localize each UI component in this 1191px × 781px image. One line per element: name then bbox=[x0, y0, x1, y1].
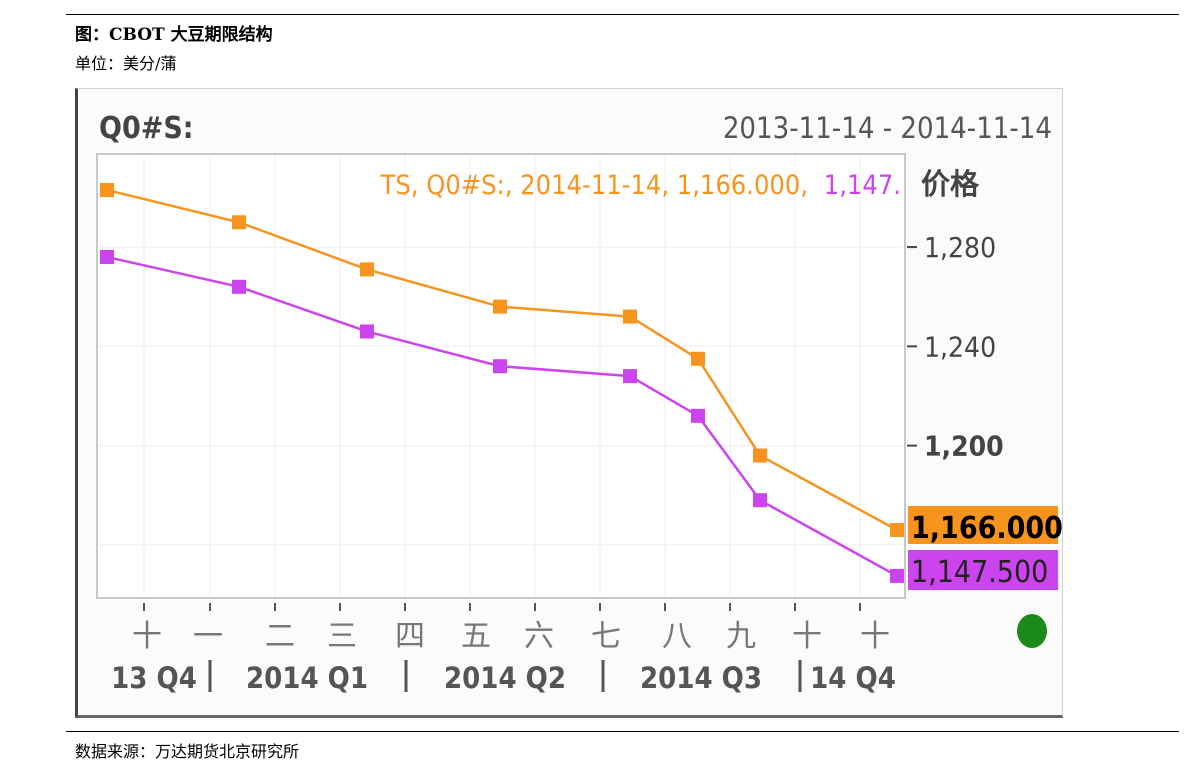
last-value-purple: 1,147.500 bbox=[908, 550, 1058, 590]
top-rule bbox=[66, 14, 1179, 15]
legend-text: TS, Q0#S:, 2014-11-14, 1,166.000, 1,147. bbox=[380, 170, 901, 201]
month-label: 二 bbox=[265, 619, 295, 654]
series-point-0 bbox=[100, 183, 114, 197]
series-point-1 bbox=[890, 568, 904, 583]
month-label: 十 bbox=[860, 619, 890, 654]
x-ticks bbox=[143, 603, 861, 611]
series-point-1 bbox=[100, 250, 114, 265]
y-tick-label: 1,280 bbox=[924, 231, 996, 264]
quarter-label: 2014 Q1 bbox=[246, 661, 368, 695]
series-point-1 bbox=[623, 369, 637, 384]
series-point-0 bbox=[753, 448, 767, 463]
legend-prefix: TS, Q0#S:, 2014-11-14, 1,166.000, bbox=[380, 170, 809, 201]
figure-title: 图：CBOT 大豆期限结构 bbox=[75, 25, 273, 45]
series-line-0 bbox=[106, 188, 898, 532]
month-label: 八 bbox=[662, 619, 692, 654]
date-range-label: 2013-11-14 - 2014-11-14 bbox=[723, 111, 1052, 145]
y-tick-label: 1,200 bbox=[924, 430, 1004, 463]
month-label: 六 bbox=[524, 619, 554, 654]
month-label: 一 bbox=[193, 619, 223, 654]
symbol-label: Q0#S: bbox=[99, 111, 194, 146]
quarter-label: 2014 Q2 bbox=[444, 661, 566, 695]
quarter-label: 2014 Q3 bbox=[640, 661, 762, 695]
figure-source: 数据来源：万达期货北京研究所 bbox=[75, 742, 300, 761]
series-point-1 bbox=[493, 359, 507, 374]
series-point-0 bbox=[360, 262, 374, 277]
series-point-0 bbox=[691, 351, 705, 366]
series-point-1 bbox=[691, 408, 705, 423]
quarter-label: 14 Q4 bbox=[810, 661, 896, 695]
month-label: 三 bbox=[327, 619, 357, 654]
figure-unit: 单位：美分/蒲 bbox=[75, 54, 177, 73]
grid-layer bbox=[99, 156, 903, 596]
month-label: 五 bbox=[461, 619, 491, 654]
plot-area bbox=[96, 153, 906, 599]
series-point-0 bbox=[232, 215, 246, 230]
series-point-0 bbox=[493, 299, 507, 314]
month-label: 九 bbox=[726, 619, 756, 654]
month-label: 十 bbox=[792, 619, 822, 654]
last-value-purple-text: 1,147.500 bbox=[911, 555, 1048, 590]
last-value-orange: 1,166.000 bbox=[908, 506, 1063, 546]
chart-svg: Q0#S: 2013-11-14 - 2014-11-14 TS, Q0#S:,… bbox=[96, 111, 1063, 695]
y-tick-label: 1,240 bbox=[924, 330, 996, 363]
quarter-label: 13 Q4 bbox=[111, 661, 197, 695]
legend-second: 1,147. bbox=[824, 170, 901, 201]
month-labels: 十一二三四五六七八九十十 bbox=[132, 619, 890, 654]
month-label: 七 bbox=[591, 619, 621, 654]
month-label: 四 bbox=[395, 619, 425, 654]
month-label: 十 bbox=[132, 619, 162, 654]
y-axis-title: 价格 bbox=[921, 167, 980, 201]
series-point-0 bbox=[890, 523, 904, 537]
quarter-labels: 13 Q4 2014 Q1 2014 Q2 2014 Q3 14 Q4 bbox=[111, 660, 896, 695]
series-point-1 bbox=[753, 493, 767, 508]
series-point-1 bbox=[232, 279, 246, 294]
series-point-1 bbox=[360, 324, 374, 339]
last-value-orange-box bbox=[908, 506, 1058, 544]
y-ticks: 1,280 1,240 1,200 bbox=[907, 231, 1004, 463]
series-line-1 bbox=[106, 255, 898, 578]
series-point-0 bbox=[623, 309, 637, 324]
bottom-rule bbox=[66, 731, 1179, 732]
status-indicator-dot bbox=[1017, 614, 1047, 648]
last-value-purple-box bbox=[908, 550, 1058, 590]
series-layer bbox=[100, 183, 904, 583]
last-value-orange-text: 1,166.000 bbox=[911, 511, 1063, 546]
